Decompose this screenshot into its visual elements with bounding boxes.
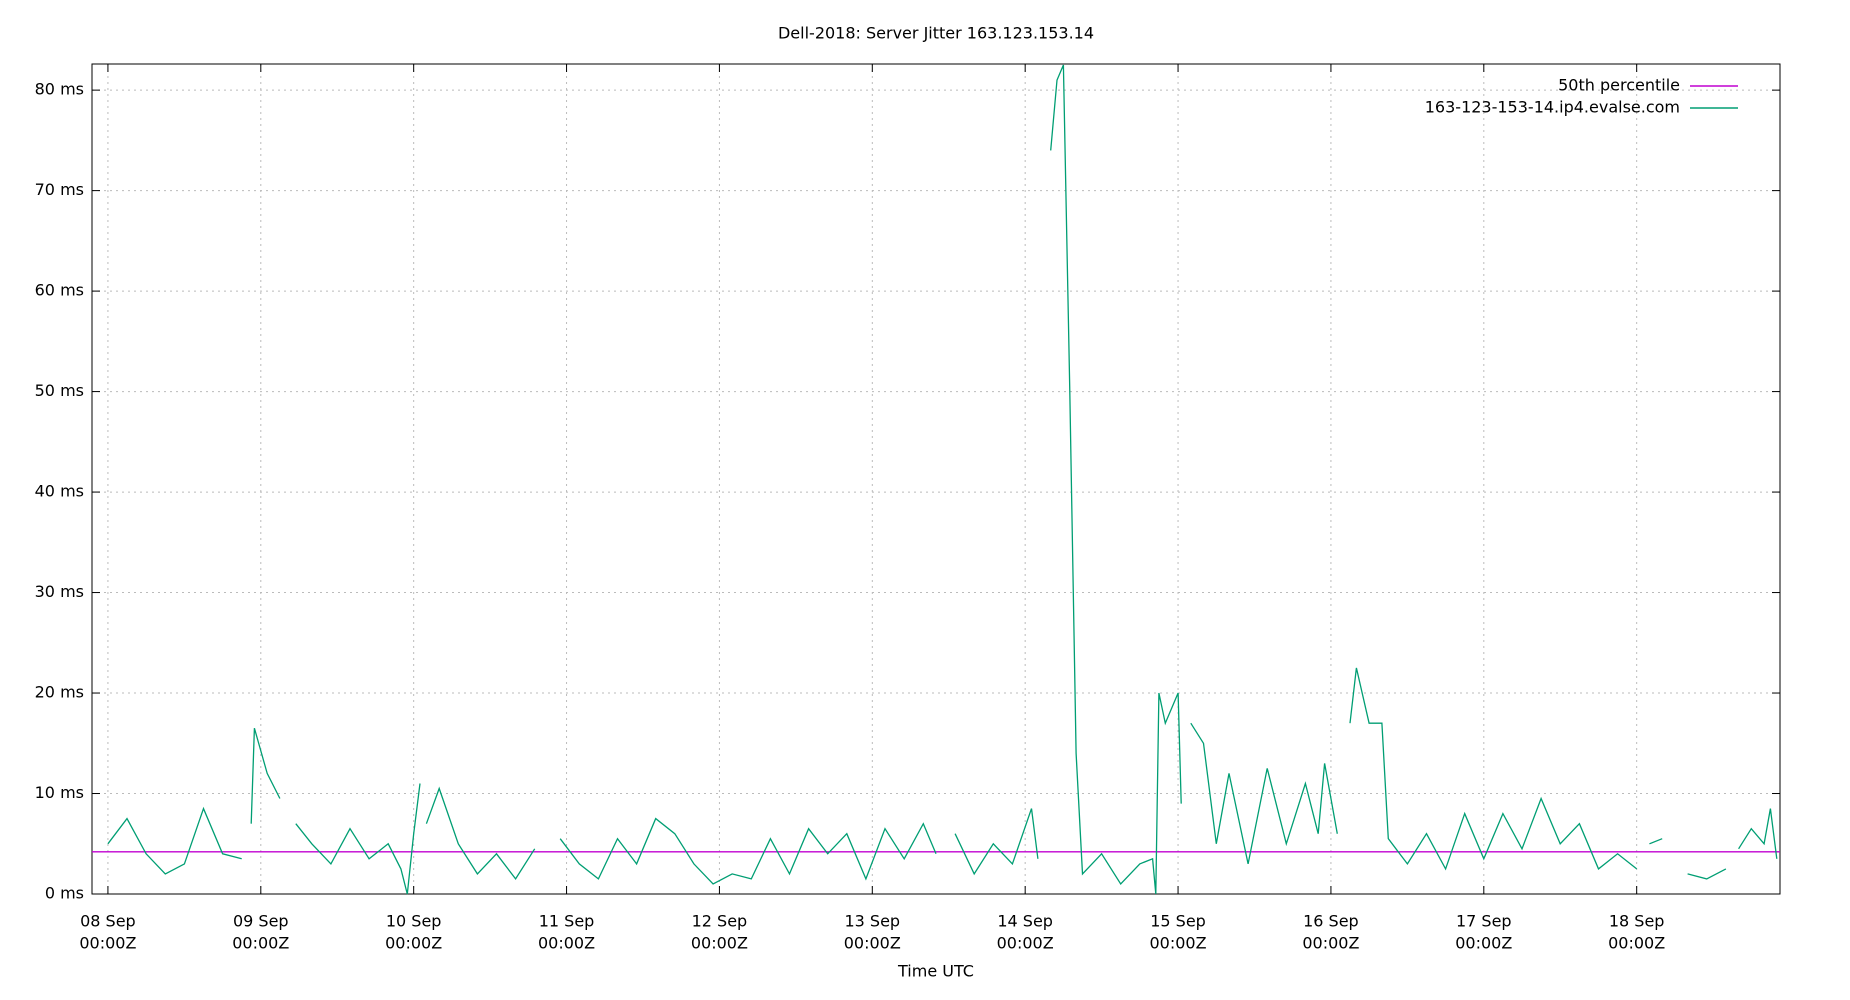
- legend-label: 50th percentile: [1558, 76, 1680, 95]
- y-tick-label: 70 ms: [35, 180, 84, 199]
- x-tick-label: 14 Sep: [997, 912, 1053, 931]
- y-tick-label: 20 ms: [35, 683, 84, 702]
- x-tick-label: 00:00Z: [538, 934, 595, 953]
- x-tick-label: 12 Sep: [692, 912, 748, 931]
- x-tick-label: 10 Sep: [386, 912, 442, 931]
- x-tick-label: 09 Sep: [233, 912, 289, 931]
- chart-title: Dell-2018: Server Jitter 163.123.153.14: [778, 24, 1094, 43]
- x-tick-label: 00:00Z: [691, 934, 748, 953]
- x-tick-label: 13 Sep: [844, 912, 900, 931]
- x-tick-label: 00:00Z: [1150, 934, 1207, 953]
- x-tick-label: 00:00Z: [844, 934, 901, 953]
- x-tick-label: 00:00Z: [1302, 934, 1359, 953]
- x-tick-label: 17 Sep: [1456, 912, 1512, 931]
- x-tick-label: 11 Sep: [539, 912, 595, 931]
- y-tick-label: 10 ms: [35, 783, 84, 802]
- x-tick-label: 00:00Z: [232, 934, 289, 953]
- x-tick-label: 08 Sep: [80, 912, 136, 931]
- x-tick-label: 18 Sep: [1609, 912, 1665, 931]
- x-tick-label: 00:00Z: [997, 934, 1054, 953]
- series-line: [107, 64, 1778, 895]
- x-axis-label: Time UTC: [897, 962, 974, 981]
- x-tick-label: 00:00Z: [1455, 934, 1512, 953]
- x-tick-label: 00:00Z: [79, 934, 136, 953]
- y-tick-label: 80 ms: [35, 80, 84, 99]
- legend-label: 163-123-153-14.ip4.evalse.com: [1425, 98, 1680, 117]
- y-tick-label: 50 ms: [35, 381, 84, 400]
- x-tick-label: 15 Sep: [1150, 912, 1206, 931]
- y-tick-label: 0 ms: [45, 884, 84, 903]
- x-tick-label: 00:00Z: [1608, 934, 1665, 953]
- y-tick-label: 60 ms: [35, 281, 84, 300]
- x-tick-label: 00:00Z: [385, 934, 442, 953]
- y-tick-label: 30 ms: [35, 582, 84, 601]
- x-tick-label: 16 Sep: [1303, 912, 1359, 931]
- plot-frame: [91, 63, 1781, 895]
- y-tick-label: 40 ms: [35, 482, 84, 501]
